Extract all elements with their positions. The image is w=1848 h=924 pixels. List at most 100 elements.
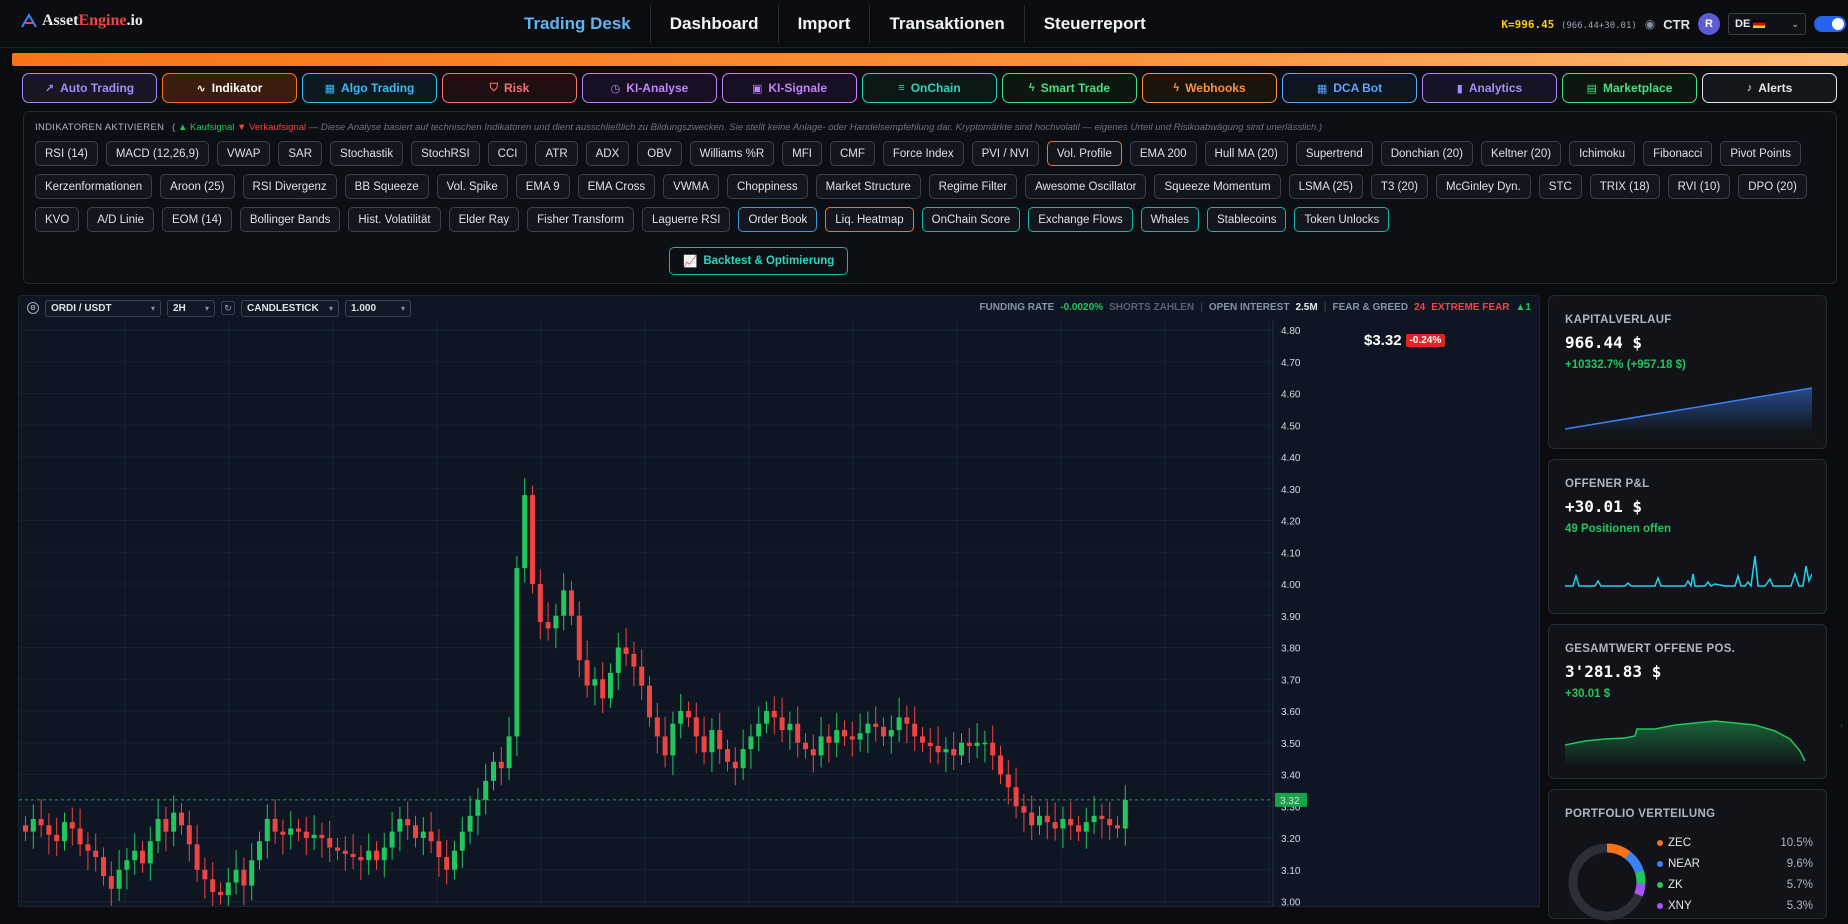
indicator-chip[interactable]: RVI (10) xyxy=(1667,174,1731,199)
indicator-chip[interactable]: BB Squeeze xyxy=(344,174,429,199)
pair-select[interactable]: ORDI / USDT ▾ xyxy=(45,299,161,317)
candle-body[interactable] xyxy=(140,850,145,864)
candle-body[interactable] xyxy=(530,495,535,584)
indicator-chip[interactable]: MACD (12,26,9) xyxy=(105,141,209,166)
candle-body[interactable] xyxy=(881,726,886,737)
tab-alerts[interactable]: ♪ Alerts xyxy=(1702,73,1837,103)
candle-body[interactable] xyxy=(678,711,684,724)
candle-body[interactable] xyxy=(951,749,957,756)
indicator-chip[interactable]: MFI xyxy=(782,141,822,166)
candle-body[interactable] xyxy=(803,742,808,750)
language-select[interactable]: DE ⌄ xyxy=(1728,13,1806,35)
candle-body[interactable] xyxy=(23,825,28,832)
candle-body[interactable] xyxy=(935,745,941,753)
indicator-chip[interactable]: Regime Filter xyxy=(928,174,1018,199)
candle-body[interactable] xyxy=(998,755,1003,775)
candle-body[interactable] xyxy=(1052,822,1058,829)
candle-body[interactable] xyxy=(69,822,75,829)
indicator-chip[interactable]: Whales xyxy=(1140,207,1200,232)
candle-body[interactable] xyxy=(943,749,949,753)
candle-body[interactable] xyxy=(725,749,730,762)
candle-body[interactable] xyxy=(842,730,847,737)
candle-body[interactable] xyxy=(296,828,301,832)
tab-onchain[interactable]: ≡ OnChain xyxy=(862,73,997,103)
candle-body[interactable] xyxy=(1068,818,1074,826)
candle-body[interactable] xyxy=(413,825,418,838)
candle-body[interactable] xyxy=(873,723,879,727)
indicator-chip[interactable]: ADX xyxy=(585,141,630,166)
tab-auto-trading[interactable]: ↗ Auto Trading xyxy=(22,73,157,103)
candle-body[interactable] xyxy=(186,825,192,845)
tab-risk[interactable]: ⛉ Risk xyxy=(442,73,577,103)
indicator-chip[interactable]: Order Book xyxy=(738,207,818,232)
indicator-chip[interactable]: Squeeze Momentum xyxy=(1154,174,1281,199)
nav-steuerreport[interactable]: Steuerreport xyxy=(1023,5,1165,43)
indicator-chip[interactable]: RSI (14) xyxy=(35,141,98,166)
candle-body[interactable] xyxy=(576,615,582,661)
indicator-chip[interactable]: Supertrend xyxy=(1295,141,1373,166)
indicator-chip[interactable]: McGinley Dyn. xyxy=(1436,174,1531,199)
nav-dashboard[interactable]: Dashboard xyxy=(649,5,778,43)
candle-body[interactable] xyxy=(428,831,434,842)
candle-body[interactable] xyxy=(1099,815,1105,819)
candle-body[interactable] xyxy=(1013,787,1019,807)
candle-body[interactable] xyxy=(225,882,231,896)
candle-body[interactable] xyxy=(491,761,496,781)
candle-body[interactable] xyxy=(1044,815,1050,823)
indicator-chip[interactable]: Pivot Points xyxy=(1720,141,1802,166)
candle-body[interactable] xyxy=(654,717,660,737)
candle-body[interactable] xyxy=(327,838,333,848)
indicator-chip[interactable]: Elder Ray xyxy=(448,207,520,232)
candle-body[interactable] xyxy=(1122,799,1128,829)
candle-body[interactable] xyxy=(280,831,286,835)
indicator-chip[interactable]: TRIX (18) xyxy=(1589,174,1660,199)
candle-body[interactable] xyxy=(982,742,988,745)
candle-body[interactable] xyxy=(171,812,177,832)
candle-body[interactable] xyxy=(912,723,918,737)
candle-body[interactable] xyxy=(670,723,676,756)
candle-body[interactable] xyxy=(537,584,543,623)
candle-body[interactable] xyxy=(849,736,855,740)
indicator-chip[interactable]: OBV xyxy=(637,141,682,166)
refresh-icon[interactable]: ↻ xyxy=(221,301,235,315)
interval-select[interactable]: 2H ▾ xyxy=(167,299,215,317)
candle-body[interactable] xyxy=(1029,812,1035,826)
candle-body[interactable] xyxy=(420,831,426,838)
indicator-chip[interactable]: StochRSI xyxy=(411,141,480,166)
candle-body[interactable] xyxy=(194,844,200,870)
chart-type-select[interactable]: CANDLESTICK ▾ xyxy=(241,299,339,317)
candle-body[interactable] xyxy=(272,818,278,832)
candle-body[interactable] xyxy=(1021,806,1027,813)
indicator-chip[interactable]: Choppiness xyxy=(726,174,808,199)
indicator-chip[interactable]: PVI / NVI xyxy=(971,141,1039,166)
candle-body[interactable] xyxy=(38,818,44,826)
indicator-chip[interactable]: KVO xyxy=(35,207,80,232)
indicator-chip[interactable]: SAR xyxy=(278,141,323,166)
candle-body[interactable] xyxy=(818,736,824,756)
candle-body[interactable] xyxy=(764,711,769,724)
tab-smart-trade[interactable]: ϟ Smart Trade xyxy=(1002,73,1137,103)
candle-body[interactable] xyxy=(732,761,738,769)
candle-body[interactable] xyxy=(506,736,512,769)
indicator-chip[interactable]: T3 (20) xyxy=(1370,174,1428,199)
candlestick-chart[interactable]: 4.80 4.70 4.60 4.50 4.40 4.30 4.20 4.10 4.00 3.90… xyxy=(19,320,1540,907)
candle-body[interactable] xyxy=(631,653,637,667)
indicator-chip[interactable]: Force Index xyxy=(882,141,964,166)
candle-body[interactable] xyxy=(639,666,645,686)
candle-body[interactable] xyxy=(647,685,652,718)
candle-body[interactable] xyxy=(381,847,387,861)
candle-body[interactable] xyxy=(701,736,707,753)
candle-body[interactable] xyxy=(350,853,356,858)
candle-body[interactable] xyxy=(85,844,91,851)
candle-body[interactable] xyxy=(522,495,528,569)
indicator-chip[interactable]: EMA Cross xyxy=(577,174,656,199)
indicator-chip[interactable]: VWMA xyxy=(663,174,719,199)
settings-icon[interactable]: ⚙ xyxy=(27,302,39,314)
candle-body[interactable] xyxy=(904,717,910,724)
candle-body[interactable] xyxy=(444,857,450,870)
candle-body[interactable] xyxy=(101,857,106,877)
candle-body[interactable] xyxy=(717,730,723,750)
indicator-chip[interactable]: Market Structure xyxy=(815,174,921,199)
candle-body[interactable] xyxy=(147,841,153,864)
collapse-handle[interactable]: › xyxy=(1840,720,1843,730)
